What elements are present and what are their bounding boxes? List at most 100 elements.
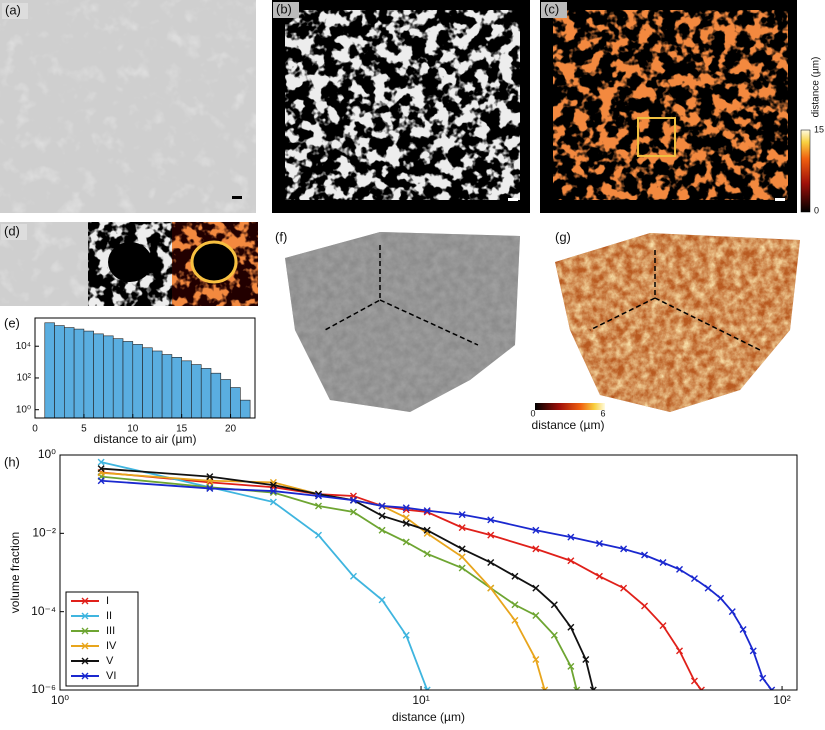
series-line	[101, 471, 703, 690]
marker	[567, 533, 575, 541]
marker	[659, 559, 667, 566]
bar	[152, 350, 163, 419]
axis-lines	[324, 245, 479, 346]
x-tick-label: 10	[127, 424, 139, 435]
marker	[378, 502, 386, 510]
marker	[532, 545, 540, 553]
marker	[595, 540, 603, 547]
marker	[315, 531, 322, 539]
y-tick-label: 10⁻²	[32, 526, 56, 540]
y-tick-label: 10²	[17, 373, 32, 384]
marker	[595, 572, 603, 580]
panel-label: (h)	[4, 454, 20, 469]
bar	[54, 325, 65, 419]
marker	[511, 601, 519, 609]
legend-label: II	[106, 610, 112, 622]
marker	[487, 516, 495, 524]
bar	[103, 335, 114, 419]
marker	[458, 511, 466, 519]
colorbar-max: 6	[600, 408, 605, 418]
marker	[690, 575, 698, 583]
marker	[541, 686, 549, 690]
marker	[567, 662, 575, 670]
legend-label: III	[106, 625, 115, 637]
marker	[759, 674, 767, 682]
legend-marker	[81, 642, 89, 650]
panel-label: (c)	[544, 1, 559, 16]
marker	[567, 557, 575, 565]
marker	[269, 481, 277, 489]
marker	[315, 492, 322, 500]
y-tick-label: 10⁰	[38, 447, 56, 461]
legend-label: V	[106, 655, 114, 667]
marker	[676, 647, 684, 655]
bar	[171, 357, 182, 419]
bar	[142, 347, 153, 419]
axis-lines	[589, 250, 761, 351]
y-tick-label: 10⁴	[16, 341, 31, 352]
marker	[582, 656, 590, 664]
marker	[550, 631, 558, 639]
marker	[97, 458, 105, 466]
marker	[532, 584, 540, 592]
marker	[458, 524, 466, 532]
legend-label: I	[106, 595, 109, 607]
marker	[97, 477, 105, 485]
legend-marker	[81, 612, 89, 620]
marker	[402, 514, 410, 522]
marker	[423, 526, 431, 534]
marker	[532, 656, 540, 664]
bar	[132, 344, 143, 419]
bar	[220, 379, 231, 419]
bar	[161, 354, 173, 419]
marker	[349, 508, 357, 516]
x-tick-label: 0	[32, 424, 38, 435]
legend-label: VI	[106, 670, 116, 682]
marker	[458, 545, 466, 553]
marker	[659, 622, 667, 630]
x-tick-label: 10¹	[412, 693, 429, 707]
marker	[378, 526, 386, 534]
marker	[704, 584, 712, 592]
marker	[402, 631, 410, 639]
marker	[697, 686, 705, 690]
pore	[190, 240, 238, 284]
plot-frame	[34, 317, 256, 419]
x-tick-label: 15	[176, 424, 188, 435]
marker	[206, 484, 214, 492]
colorbar-min: 0	[814, 205, 819, 215]
marker	[728, 608, 736, 616]
marker	[269, 487, 277, 495]
marker	[690, 677, 698, 685]
bar	[210, 372, 222, 419]
y-tick-label: 10⁻⁶	[31, 682, 56, 696]
marker	[717, 594, 725, 602]
volume-g-texture	[555, 233, 800, 412]
label-box	[2, 3, 28, 19]
volume-f-texture	[285, 232, 520, 412]
colorbar	[535, 403, 605, 410]
marker	[402, 538, 410, 546]
marker	[511, 616, 519, 624]
legend-marker	[81, 657, 89, 665]
marker	[458, 564, 466, 572]
image-a-texture	[0, 0, 256, 213]
marker	[567, 623, 575, 631]
x-tick-label: 20	[225, 424, 237, 435]
bar	[230, 387, 241, 419]
legend-marker	[81, 597, 89, 605]
x-tick-label: 5	[81, 424, 87, 435]
marker	[487, 531, 495, 539]
zoom-box	[637, 117, 676, 157]
series-line	[101, 479, 773, 690]
bar	[112, 338, 124, 419]
marker	[269, 498, 277, 506]
marker	[487, 584, 495, 592]
colorbar-max: 15	[814, 124, 824, 134]
marker	[532, 526, 540, 534]
marker	[349, 572, 357, 580]
colorbar-label: distance (µm)	[532, 418, 605, 432]
marker	[573, 686, 581, 690]
